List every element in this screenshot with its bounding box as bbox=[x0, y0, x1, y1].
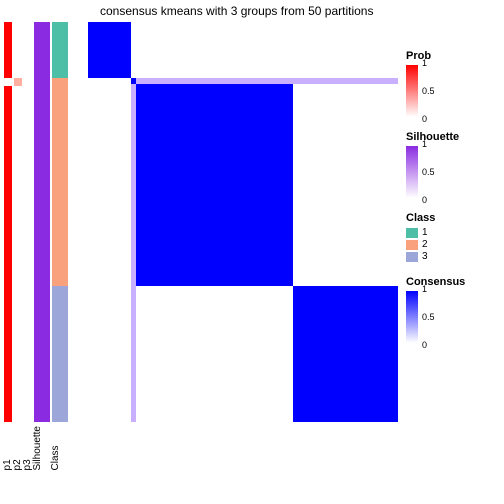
track-segment bbox=[4, 286, 12, 422]
track-Silhouette bbox=[34, 22, 50, 422]
legend-ticks: 10.50 bbox=[422, 144, 462, 200]
legend-title: Silhouette bbox=[406, 131, 498, 143]
legend-tick: 0 bbox=[422, 114, 427, 124]
heatmap-row bbox=[88, 22, 398, 78]
legend-class-item: 1 bbox=[406, 227, 498, 238]
swatch-icon bbox=[406, 240, 418, 250]
heatmap-row bbox=[88, 84, 398, 286]
heatmap-cell bbox=[136, 84, 293, 286]
track-p2 bbox=[14, 22, 22, 422]
track-segment bbox=[14, 78, 22, 86]
heatmap-cell bbox=[136, 286, 293, 422]
swatch-icon bbox=[406, 228, 418, 238]
legend-prob: Prob10.50 bbox=[406, 50, 498, 117]
track-Class bbox=[52, 22, 68, 422]
track-segment bbox=[4, 86, 12, 286]
legend-class-item: 2 bbox=[406, 239, 498, 250]
track-p1 bbox=[4, 22, 12, 422]
legend-ticks: 10.50 bbox=[422, 63, 462, 119]
legend-tick: 0.5 bbox=[422, 312, 435, 322]
legend-gradient bbox=[406, 146, 418, 198]
legend-gradient bbox=[406, 291, 418, 343]
legend-class-label: 2 bbox=[422, 239, 428, 250]
legend-tick: 0 bbox=[422, 195, 427, 205]
heatmap-cell bbox=[88, 286, 131, 422]
heatmap-row bbox=[88, 286, 398, 422]
legend-class-item: 3 bbox=[406, 251, 498, 262]
legend-class-label: 3 bbox=[422, 251, 428, 262]
consensus-heatmap bbox=[88, 22, 398, 422]
annotation-tracks bbox=[4, 22, 80, 422]
legend-tick: 0 bbox=[422, 340, 427, 350]
track-label: p1 bbox=[2, 426, 10, 470]
track-segment bbox=[14, 86, 22, 286]
heatmap-cell bbox=[293, 286, 398, 422]
heatmap-cell bbox=[293, 22, 398, 78]
track-p3 bbox=[24, 22, 32, 422]
heatmap-cell bbox=[88, 22, 131, 78]
legend-silhouette: Silhouette10.50 bbox=[406, 131, 498, 198]
legend-tick: 0.5 bbox=[422, 167, 435, 177]
legend-ticks: 10.50 bbox=[422, 289, 462, 345]
legend-gradient bbox=[406, 65, 418, 117]
legend-class: Class 123 bbox=[406, 212, 498, 262]
heatmap-cell bbox=[131, 22, 292, 78]
track-segment bbox=[24, 78, 32, 422]
legend-tick: 1 bbox=[422, 58, 427, 68]
legend-tick: 1 bbox=[422, 284, 427, 294]
track-segment bbox=[4, 22, 12, 78]
track-segment bbox=[14, 286, 22, 422]
legends: Prob10.50Silhouette10.50Class123Consensu… bbox=[406, 50, 498, 343]
heatmap-cell bbox=[293, 84, 398, 286]
track-segment bbox=[24, 22, 32, 78]
track-segment bbox=[34, 22, 50, 422]
legend-title: Class bbox=[406, 212, 498, 224]
track-label: Silhouette bbox=[32, 426, 48, 470]
legend-title: Consensus bbox=[406, 276, 498, 288]
track-label: p3 bbox=[22, 426, 30, 470]
track-segment bbox=[14, 22, 22, 78]
legend-consensus: Consensus10.50 bbox=[406, 276, 498, 343]
track-segment bbox=[52, 22, 68, 78]
legend-tick: 0.5 bbox=[422, 86, 435, 96]
track-segment bbox=[52, 78, 68, 286]
track-label: p2 bbox=[12, 426, 20, 470]
legend-title: Prob bbox=[406, 50, 498, 62]
legend-tick: 1 bbox=[422, 139, 427, 149]
swatch-icon bbox=[406, 252, 418, 262]
track-label: Class bbox=[50, 426, 66, 470]
track-labels: p1p2p3SilhouetteClass bbox=[2, 426, 66, 470]
legend-class-label: 1 bbox=[422, 227, 428, 238]
chart-title: consensus kmeans with 3 groups from 50 p… bbox=[100, 4, 373, 18]
track-segment bbox=[4, 78, 12, 86]
heatmap-cell bbox=[88, 84, 131, 286]
track-segment bbox=[52, 286, 68, 422]
